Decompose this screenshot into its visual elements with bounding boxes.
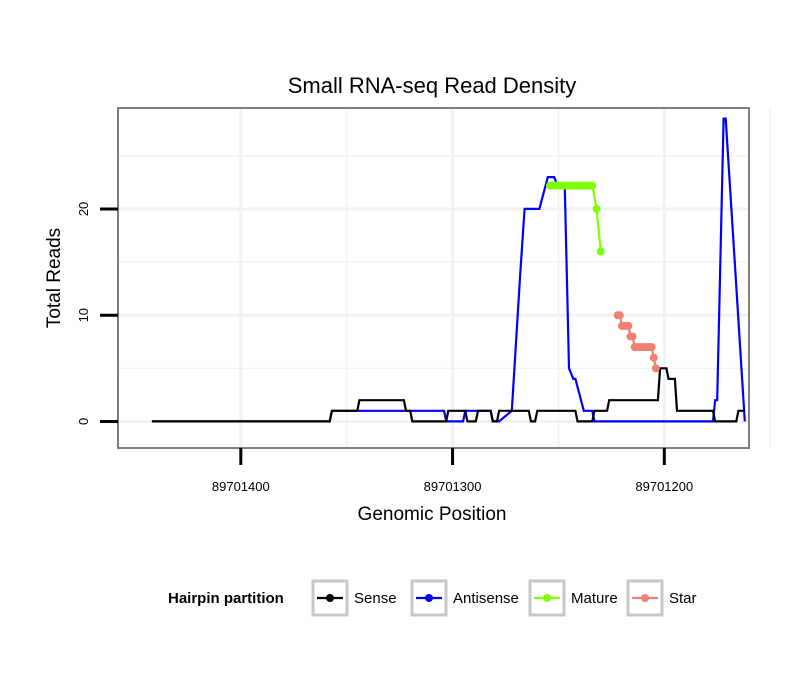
x-tick-label: 89701300 — [424, 479, 482, 494]
legend-item-star: Star — [626, 579, 697, 617]
data-point-star — [649, 353, 658, 362]
legend-item-antisense: Antisense — [410, 579, 519, 617]
y-axis-title: Total Reads — [44, 228, 65, 328]
legend-key-point — [326, 594, 334, 602]
data-point-star — [615, 311, 624, 320]
legend: Hairpin partition Sense Antisense Mature St… — [168, 579, 697, 617]
legend-key-point — [543, 594, 551, 602]
series-line-antisense — [151, 117, 746, 423]
series-line-sense — [151, 367, 745, 423]
panel-border — [117, 107, 750, 449]
data-point-mature — [596, 247, 605, 256]
y-tick-label: 10 — [76, 308, 91, 322]
x-tick-label: 89701200 — [635, 479, 693, 494]
legend-label: Mature — [571, 590, 618, 607]
legend-label: Star — [669, 590, 697, 607]
y-tick-label: 0 — [76, 418, 91, 425]
data-point-star — [647, 343, 656, 352]
legend-key-point — [425, 594, 433, 602]
data-point-mature — [592, 204, 601, 213]
data-point-star — [624, 321, 633, 330]
legend-key-point — [641, 594, 649, 602]
plot-panel — [118, 108, 749, 448]
legend-label: Sense — [354, 590, 397, 607]
chart-title: Small RNA-seq Read Density — [288, 73, 577, 98]
data-point-star — [628, 332, 637, 341]
legend-title: Hairpin partition — [168, 590, 284, 607]
axes: 89701400 89701300 89701200 0 10 20 — [76, 202, 693, 494]
legend-item-mature: Mature — [528, 579, 618, 617]
legend-label: Antisense — [453, 590, 519, 607]
panel-background — [118, 108, 749, 448]
series-layer — [151, 117, 746, 423]
x-tick-label: 89701400 — [212, 479, 270, 494]
data-point-star — [651, 364, 660, 373]
y-tick-label: 20 — [76, 202, 91, 216]
data-point-mature — [588, 181, 597, 190]
x-axis-title: Genomic Position — [358, 504, 507, 525]
legend-item-sense: Sense — [311, 579, 397, 617]
